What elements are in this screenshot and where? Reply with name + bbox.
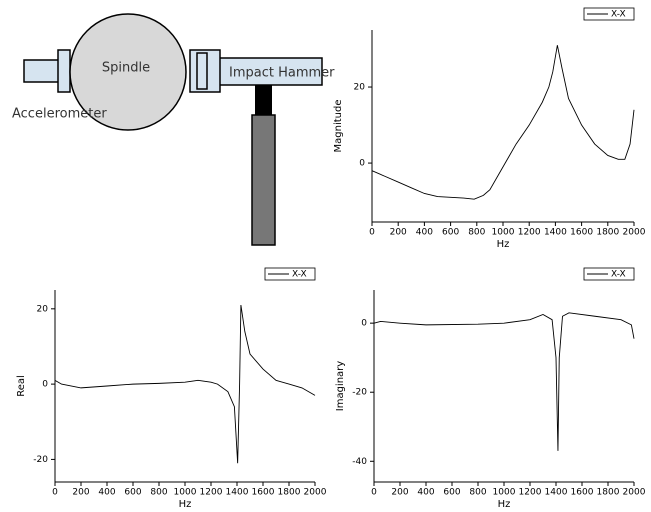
x-tick-label: 600: [442, 228, 459, 238]
accelerometer: [23, 59, 63, 83]
y-tick-label: -20: [33, 455, 48, 465]
x-tick-label: 1800: [596, 228, 619, 238]
legend-label: X-X: [611, 10, 626, 20]
x-tick-label: 1200: [518, 228, 541, 238]
x-tick-label: 1000: [492, 228, 515, 238]
x-tick-label: 400: [417, 488, 434, 498]
legend-box: [583, 267, 635, 281]
x-tick-label: 1600: [252, 488, 275, 498]
x-tick-label: 800: [150, 488, 167, 498]
x-tick-label: 800: [468, 228, 485, 238]
x-tick-label: 600: [443, 488, 460, 498]
data-line: [371, 45, 635, 200]
x-tick-label: 1400: [226, 488, 249, 498]
x-tick-label: 2000: [623, 228, 646, 238]
accelerometer-label: Accelerometer: [12, 107, 107, 122]
diagram: Spindle Impact Hammer Accelerometer: [12, 13, 335, 246]
x-tick-label: 1200: [200, 488, 223, 498]
hammer-bar: [217, 57, 323, 86]
x-tick-label: 1000: [493, 488, 516, 498]
y-tick-label: 0: [361, 319, 367, 329]
hammer-label: Impact Hammer: [229, 66, 335, 81]
legend-box: [583, 7, 635, 21]
x-tick-label: 2000: [304, 488, 327, 498]
y-tick-label: -40: [352, 457, 367, 467]
x-tick-label: 600: [124, 488, 141, 498]
x-tick-label: 1600: [570, 228, 593, 238]
data-line: [373, 312, 635, 451]
y-tick-label: 0: [359, 159, 365, 169]
x-tick-label: 0: [371, 488, 377, 498]
x-tick-label: 1800: [597, 488, 620, 498]
x-tick-label: 1000: [174, 488, 197, 498]
spindle: [69, 13, 187, 131]
x-tick-label: 200: [390, 228, 407, 238]
y-axis-label: Real: [16, 375, 27, 397]
data-line: [54, 304, 316, 464]
hammer-handle: [251, 114, 276, 246]
x-tick-label: 0: [369, 228, 375, 238]
spindle-label: Spindle: [102, 61, 150, 76]
y-tick-label: -20: [352, 388, 367, 398]
accelerometer-mount: [57, 49, 71, 93]
x-tick-label: 400: [98, 488, 115, 498]
y-tick-label: 20: [354, 83, 366, 93]
x-axis-label: Hz: [497, 239, 510, 250]
x-tick-label: 200: [72, 488, 89, 498]
hammer-neck: [255, 85, 272, 115]
hammer-tip: [196, 52, 208, 90]
x-tick-label: 1400: [545, 488, 568, 498]
x-tick-label: 400: [416, 228, 433, 238]
x-axis-label: Hz: [498, 499, 511, 510]
x-axis-label: Hz: [179, 499, 192, 510]
x-tick-label: 2000: [623, 488, 646, 498]
legend-label: X-X: [611, 270, 626, 280]
y-axis-label: Imaginary: [335, 361, 346, 412]
y-tick-label: 0: [42, 380, 48, 390]
y-axis-label: Magnitude: [333, 100, 344, 153]
legend-box: [264, 267, 316, 281]
x-tick-label: 1600: [571, 488, 594, 498]
x-tick-label: 800: [469, 488, 486, 498]
x-tick-label: 1400: [544, 228, 567, 238]
x-tick-label: 1800: [278, 488, 301, 498]
x-tick-label: 200: [391, 488, 408, 498]
legend-label: X-X: [292, 270, 307, 280]
y-tick-label: 20: [37, 304, 49, 314]
x-tick-label: 0: [52, 488, 58, 498]
x-tick-label: 1200: [519, 488, 542, 498]
